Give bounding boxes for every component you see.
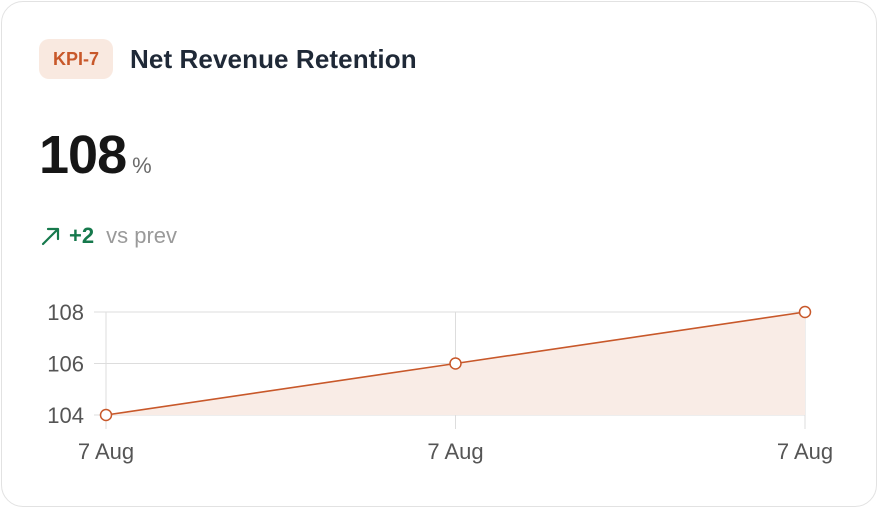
y-tick-label: 106 xyxy=(47,352,84,377)
kpi-unit: % xyxy=(132,153,152,178)
y-tick-label: 104 xyxy=(47,403,84,428)
kpi-delta-label: vs prev xyxy=(106,223,178,248)
x-tick-label: 7 Aug xyxy=(427,439,483,464)
kpi-value: 108 xyxy=(39,125,127,185)
arrow-up-right-icon xyxy=(41,227,60,246)
kpi-header: KPI-7 Net Revenue Retention xyxy=(39,39,417,79)
data-point xyxy=(449,357,462,370)
kpi-title: Net Revenue Retention xyxy=(130,43,417,74)
y-tick-label: 108 xyxy=(47,300,84,325)
x-tick-label: 7 Aug xyxy=(777,439,833,464)
kpi-value-row: 108 % xyxy=(39,124,152,186)
kpi-delta-row: +2 vs prev xyxy=(39,223,177,249)
kpi-badge: KPI-7 xyxy=(39,39,114,79)
x-tick-label: 7 Aug xyxy=(78,439,134,464)
kpi-delta-value: +2 xyxy=(69,223,95,248)
data-point xyxy=(99,408,113,422)
data-point xyxy=(798,305,812,319)
